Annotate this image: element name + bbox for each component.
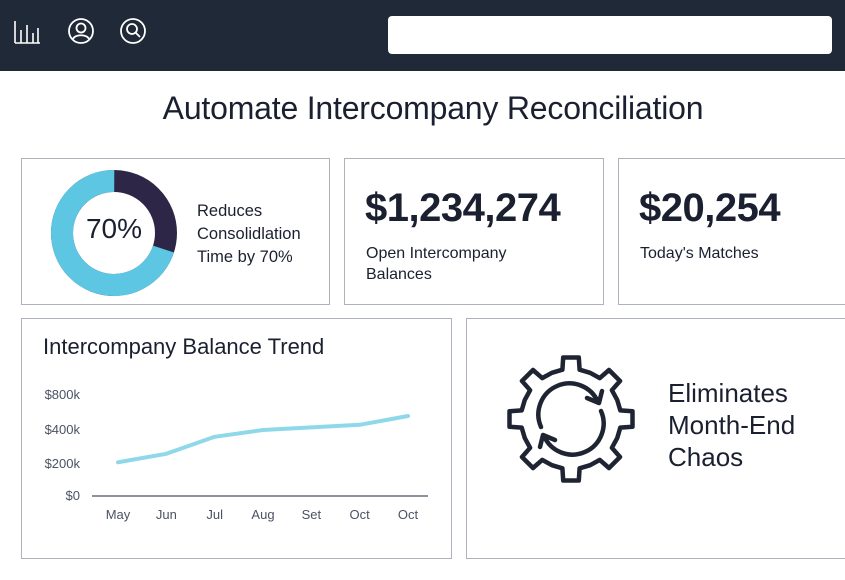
y-tick-label: $800k bbox=[45, 387, 81, 402]
month-end-card: Eliminates Month-End Chaos bbox=[466, 318, 845, 559]
feature-text-line: Eliminates bbox=[668, 378, 788, 408]
trend-series-line bbox=[116, 414, 410, 465]
search-input[interactable] bbox=[388, 16, 832, 54]
balance-trend-card: $0 $200k $400k $800k May Jun Jul Aug Set Oct Oct I… bbox=[21, 318, 452, 559]
x-tick-label: May bbox=[106, 507, 131, 522]
donut-percent-label: 70% bbox=[85, 213, 143, 244]
consolidation-description: Reduces Consolidlation Time by 70% bbox=[197, 200, 325, 269]
y-tick-label: $0 bbox=[66, 488, 80, 503]
x-tick-label: Oct bbox=[398, 507, 419, 522]
top-navigation-bar bbox=[0, 0, 845, 71]
consolidation-card: 70% Reduces Consolidlation Time by 70% bbox=[21, 158, 330, 305]
x-tick-label: Oct bbox=[350, 507, 371, 522]
consolidation-text-line: Consolidlation bbox=[197, 225, 301, 243]
gear-outline bbox=[507, 355, 635, 483]
open-balances-value: $1,234,274 bbox=[365, 186, 561, 230]
feature-text-line: Month-End bbox=[668, 410, 796, 440]
search-user-icon[interactable] bbox=[118, 16, 148, 46]
chart-title: Intercompany Balance Trend bbox=[43, 334, 325, 359]
x-tick-label: Jul bbox=[206, 507, 223, 522]
page-title: Automate Intercompany Reconciliation bbox=[162, 90, 704, 126]
open-balances-card: $1,234,274 Open Intercompany Balances bbox=[344, 158, 604, 305]
todays-matches-label: Today's Matches bbox=[640, 245, 759, 262]
month-end-description: Eliminates Month-End Chaos bbox=[668, 377, 845, 473]
refresh-gear-icon bbox=[507, 355, 635, 483]
todays-matches-card: $20,254 Today's Matches bbox=[618, 158, 845, 305]
balance-trend-chart: $0 $200k $400k $800k May Jun Jul Aug Set Oct Oct bbox=[45, 387, 428, 522]
feature-text-line: Chaos bbox=[668, 442, 744, 472]
consolidation-text-line: Reduces bbox=[197, 202, 263, 220]
user-icon[interactable] bbox=[66, 16, 96, 46]
consolidation-text-line: Time by 70% bbox=[197, 248, 293, 266]
y-tick-label: $200k bbox=[45, 456, 81, 471]
x-tick-label: Aug bbox=[251, 507, 274, 522]
percent-donut-chart bbox=[51, 170, 177, 296]
x-tick-label: Jun bbox=[156, 507, 177, 522]
y-tick-label: $400k bbox=[45, 422, 81, 437]
todays-matches-value: $20,254 bbox=[639, 186, 781, 230]
bar-chart-icon[interactable] bbox=[12, 16, 42, 46]
x-tick-label: Set bbox=[302, 507, 322, 522]
open-balances-label: Open Intercompany Balances bbox=[366, 245, 507, 283]
